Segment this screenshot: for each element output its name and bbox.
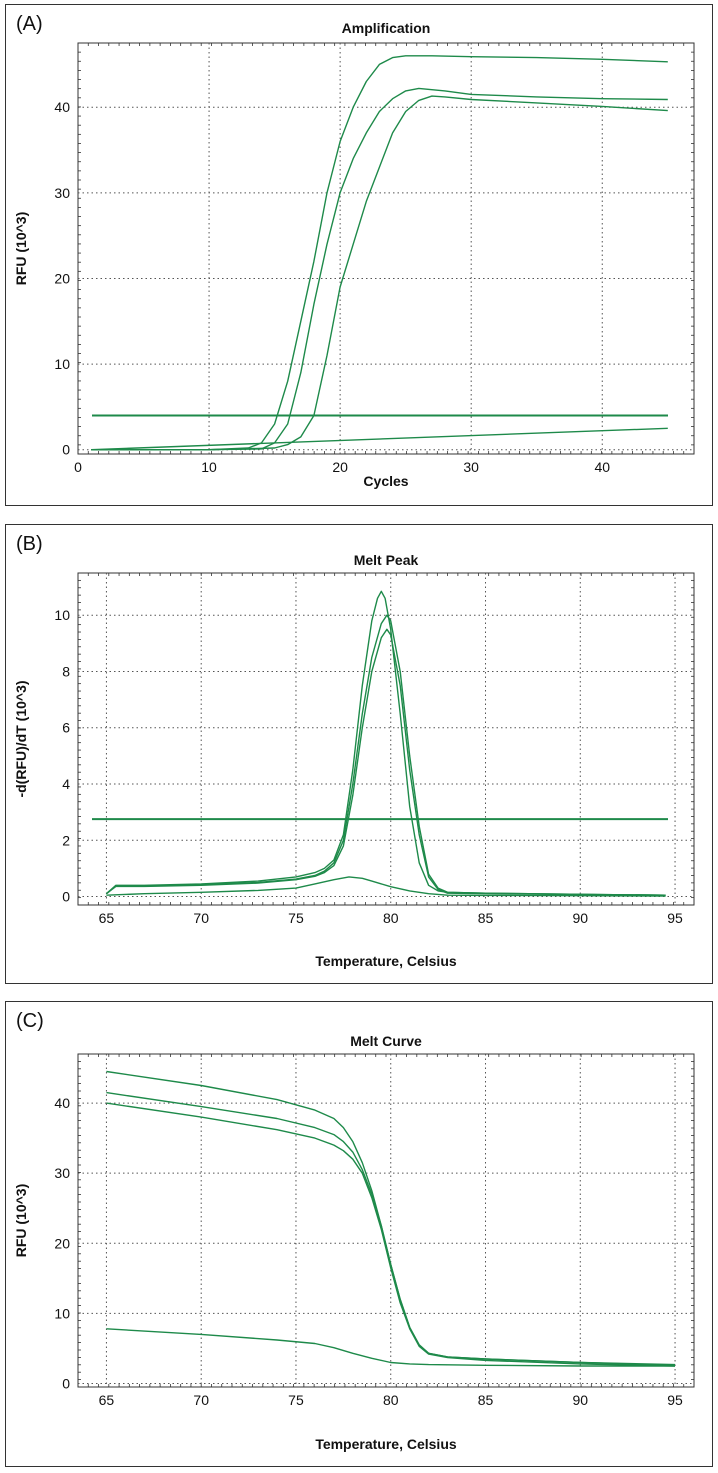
series-line-sample-3: [91, 95, 668, 451]
y-axis-label: RFU (10^3): [13, 212, 29, 286]
x-axis-label: Temperature, Celsius: [315, 953, 457, 969]
y-tick-label: 0: [62, 1375, 70, 1391]
plot-frame: [77, 42, 695, 455]
x-tick-label: 10: [201, 459, 217, 475]
x-tick-label: 75: [288, 910, 304, 926]
y-tick-label: 10: [54, 1305, 70, 1321]
x-tick-label: 30: [463, 459, 479, 475]
y-tick-label: 20: [54, 1235, 70, 1251]
x-tick-label: 75: [288, 1392, 304, 1408]
x-tick-label: 80: [383, 1392, 399, 1408]
panel-label-b: (B): [16, 533, 43, 555]
panel-label-c: (C): [16, 1010, 44, 1032]
plot-frame: [77, 1053, 695, 1388]
y-tick-label: 20: [54, 270, 70, 286]
y-tick-label: 30: [54, 1165, 70, 1181]
y-tick-label: 40: [54, 1095, 70, 1111]
melt-peak-chart: 65 70 75 80 85 90 95 0 2 4 6 8 10 Melt Peak Temperatur…: [13, 552, 695, 969]
series-line-negative: [106, 1328, 675, 1367]
melt-curve-chart: 65 70 75 80 85 90 95 0 10 20 30 40 Melt Curve Tempera…: [13, 1033, 695, 1452]
x-tick-label: 65: [99, 1392, 115, 1408]
x-tick-label: 70: [193, 910, 209, 926]
x-axis-label: Temperature, Celsius: [315, 1436, 457, 1452]
chart-title: Melt Peak: [354, 552, 419, 568]
chart-title: Melt Curve: [350, 1033, 422, 1049]
y-axis-label: RFU (10^3): [13, 1184, 29, 1258]
series-line-negative: [91, 427, 668, 451]
x-tick-label: 80: [383, 910, 399, 926]
x-tick-label: 95: [667, 910, 683, 926]
panel-c-melt-curve: (C) 65 70 75 80 85 90 95 0 10 20 30 40 Melt Curve Tem…: [5, 1001, 713, 1467]
y-tick-label: 0: [62, 442, 70, 458]
y-tick-label: 30: [54, 185, 70, 201]
y-tick-label: 40: [54, 99, 70, 115]
x-tick-label: 65: [99, 910, 115, 926]
y-tick-label: 10: [54, 607, 70, 623]
panel-label-a: (A): [16, 13, 43, 35]
y-tick-label: 6: [62, 720, 70, 736]
x-tick-label: 90: [572, 910, 588, 926]
series-line-negative: [106, 876, 666, 897]
amplification-chart: 0 10 20 30 40 0 10 20 30 40 Amplification Cycles RFU…: [13, 20, 695, 489]
x-tick-label: 70: [193, 1392, 209, 1408]
y-tick-label: 8: [62, 663, 70, 679]
y-tick-label: 0: [62, 889, 70, 905]
y-tick-label: 4: [62, 776, 70, 792]
plot-frame: [77, 572, 695, 906]
y-tick-label: 10: [54, 356, 70, 372]
x-tick-label: 0: [74, 459, 82, 475]
series-line-sample-2: [91, 87, 668, 451]
x-tick-label: 20: [332, 459, 348, 475]
x-axis-label: Cycles: [363, 473, 408, 489]
x-tick-label: 40: [594, 459, 610, 475]
y-tick-label: 2: [62, 832, 70, 848]
series-line-sample-3: [105, 628, 666, 896]
x-tick-label: 90: [572, 1392, 588, 1408]
series-line-sample-1: [91, 55, 668, 451]
panel-b-melt-peak: (B) 65 70 75 80 85 90 95 0 2 4 6 8 10 Melt Peak Temper…: [5, 524, 713, 984]
panel-a-amplification: (A) 0 10 20 30 40 0 10 20 30 40 Amplification Cycle…: [5, 4, 713, 506]
x-tick-label: 85: [478, 910, 494, 926]
chart-title: Amplification: [342, 20, 431, 36]
x-tick-label: 95: [667, 1392, 683, 1408]
series-line-sample-3: [106, 1102, 676, 1367]
series-line-sample-1: [105, 590, 666, 896]
x-tick-label: 85: [478, 1392, 494, 1408]
y-axis-label: -d(RFU)/dT (10^3): [13, 680, 29, 797]
